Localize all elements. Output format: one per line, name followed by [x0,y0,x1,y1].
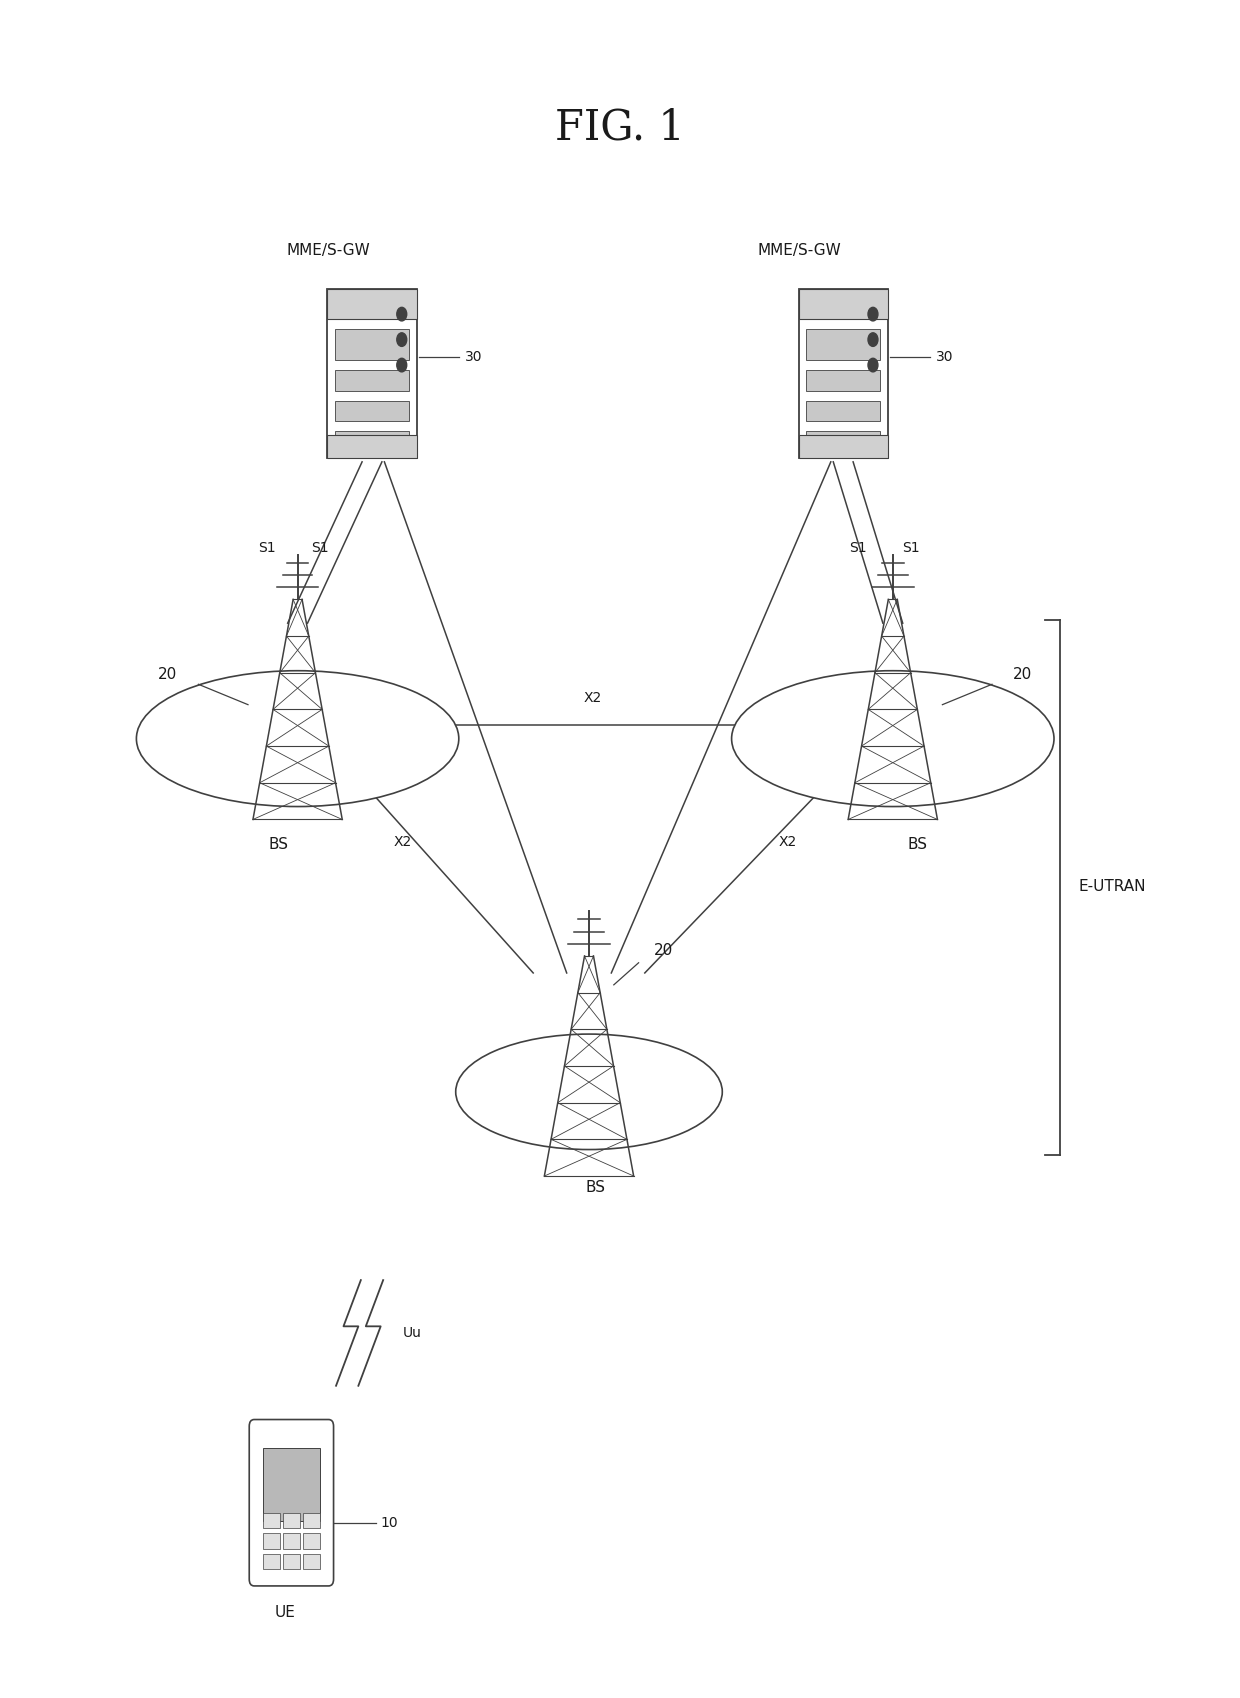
Circle shape [397,333,407,346]
Bar [263,1513,280,1528]
Bar [799,289,888,458]
Text: X2: X2 [394,835,412,849]
Text: S1: S1 [903,542,920,555]
Text: BS: BS [908,837,928,852]
Text: FIG. 1: FIG. 1 [556,107,684,148]
Text: 20: 20 [1013,667,1033,681]
Bar [303,1533,320,1549]
Circle shape [868,358,878,372]
Text: UE: UE [275,1605,295,1620]
Text: 10: 10 [381,1516,398,1530]
Bar [327,435,417,458]
Bar [335,401,409,421]
Text: S1: S1 [258,542,275,555]
Circle shape [397,358,407,372]
Bar [806,431,880,452]
Bar [806,401,880,421]
Text: 30: 30 [465,350,482,363]
Text: E-UTRAN: E-UTRAN [1079,880,1146,893]
Text: Uu: Uu [403,1326,422,1340]
Text: 30: 30 [936,350,954,363]
Bar [303,1554,320,1569]
Ellipse shape [456,1034,722,1150]
Bar [263,1554,280,1569]
Bar [327,289,417,319]
Text: MME/S-GW: MME/S-GW [286,243,371,258]
Bar [335,329,409,360]
Bar [283,1533,300,1549]
Bar [327,289,417,458]
Bar [263,1533,280,1549]
Text: X2: X2 [779,835,796,849]
Bar [335,431,409,452]
Text: 20: 20 [157,667,177,681]
Ellipse shape [136,671,459,807]
Bar [806,370,880,391]
Ellipse shape [732,671,1054,807]
Text: S1: S1 [311,542,329,555]
Text: MME/S-GW: MME/S-GW [758,243,842,258]
Text: BS: BS [585,1180,605,1195]
Bar [263,1448,320,1521]
Bar [303,1513,320,1528]
Bar [283,1554,300,1569]
Circle shape [868,307,878,321]
Bar [806,329,880,360]
Text: BS: BS [269,837,289,852]
Bar [799,289,888,319]
Circle shape [397,307,407,321]
Text: 20: 20 [653,944,673,958]
Bar [283,1513,300,1528]
Bar [335,370,409,391]
Bar [799,435,888,458]
Text: S1: S1 [849,542,867,555]
Circle shape [868,333,878,346]
Text: X2: X2 [584,691,601,705]
FancyBboxPatch shape [249,1420,334,1586]
